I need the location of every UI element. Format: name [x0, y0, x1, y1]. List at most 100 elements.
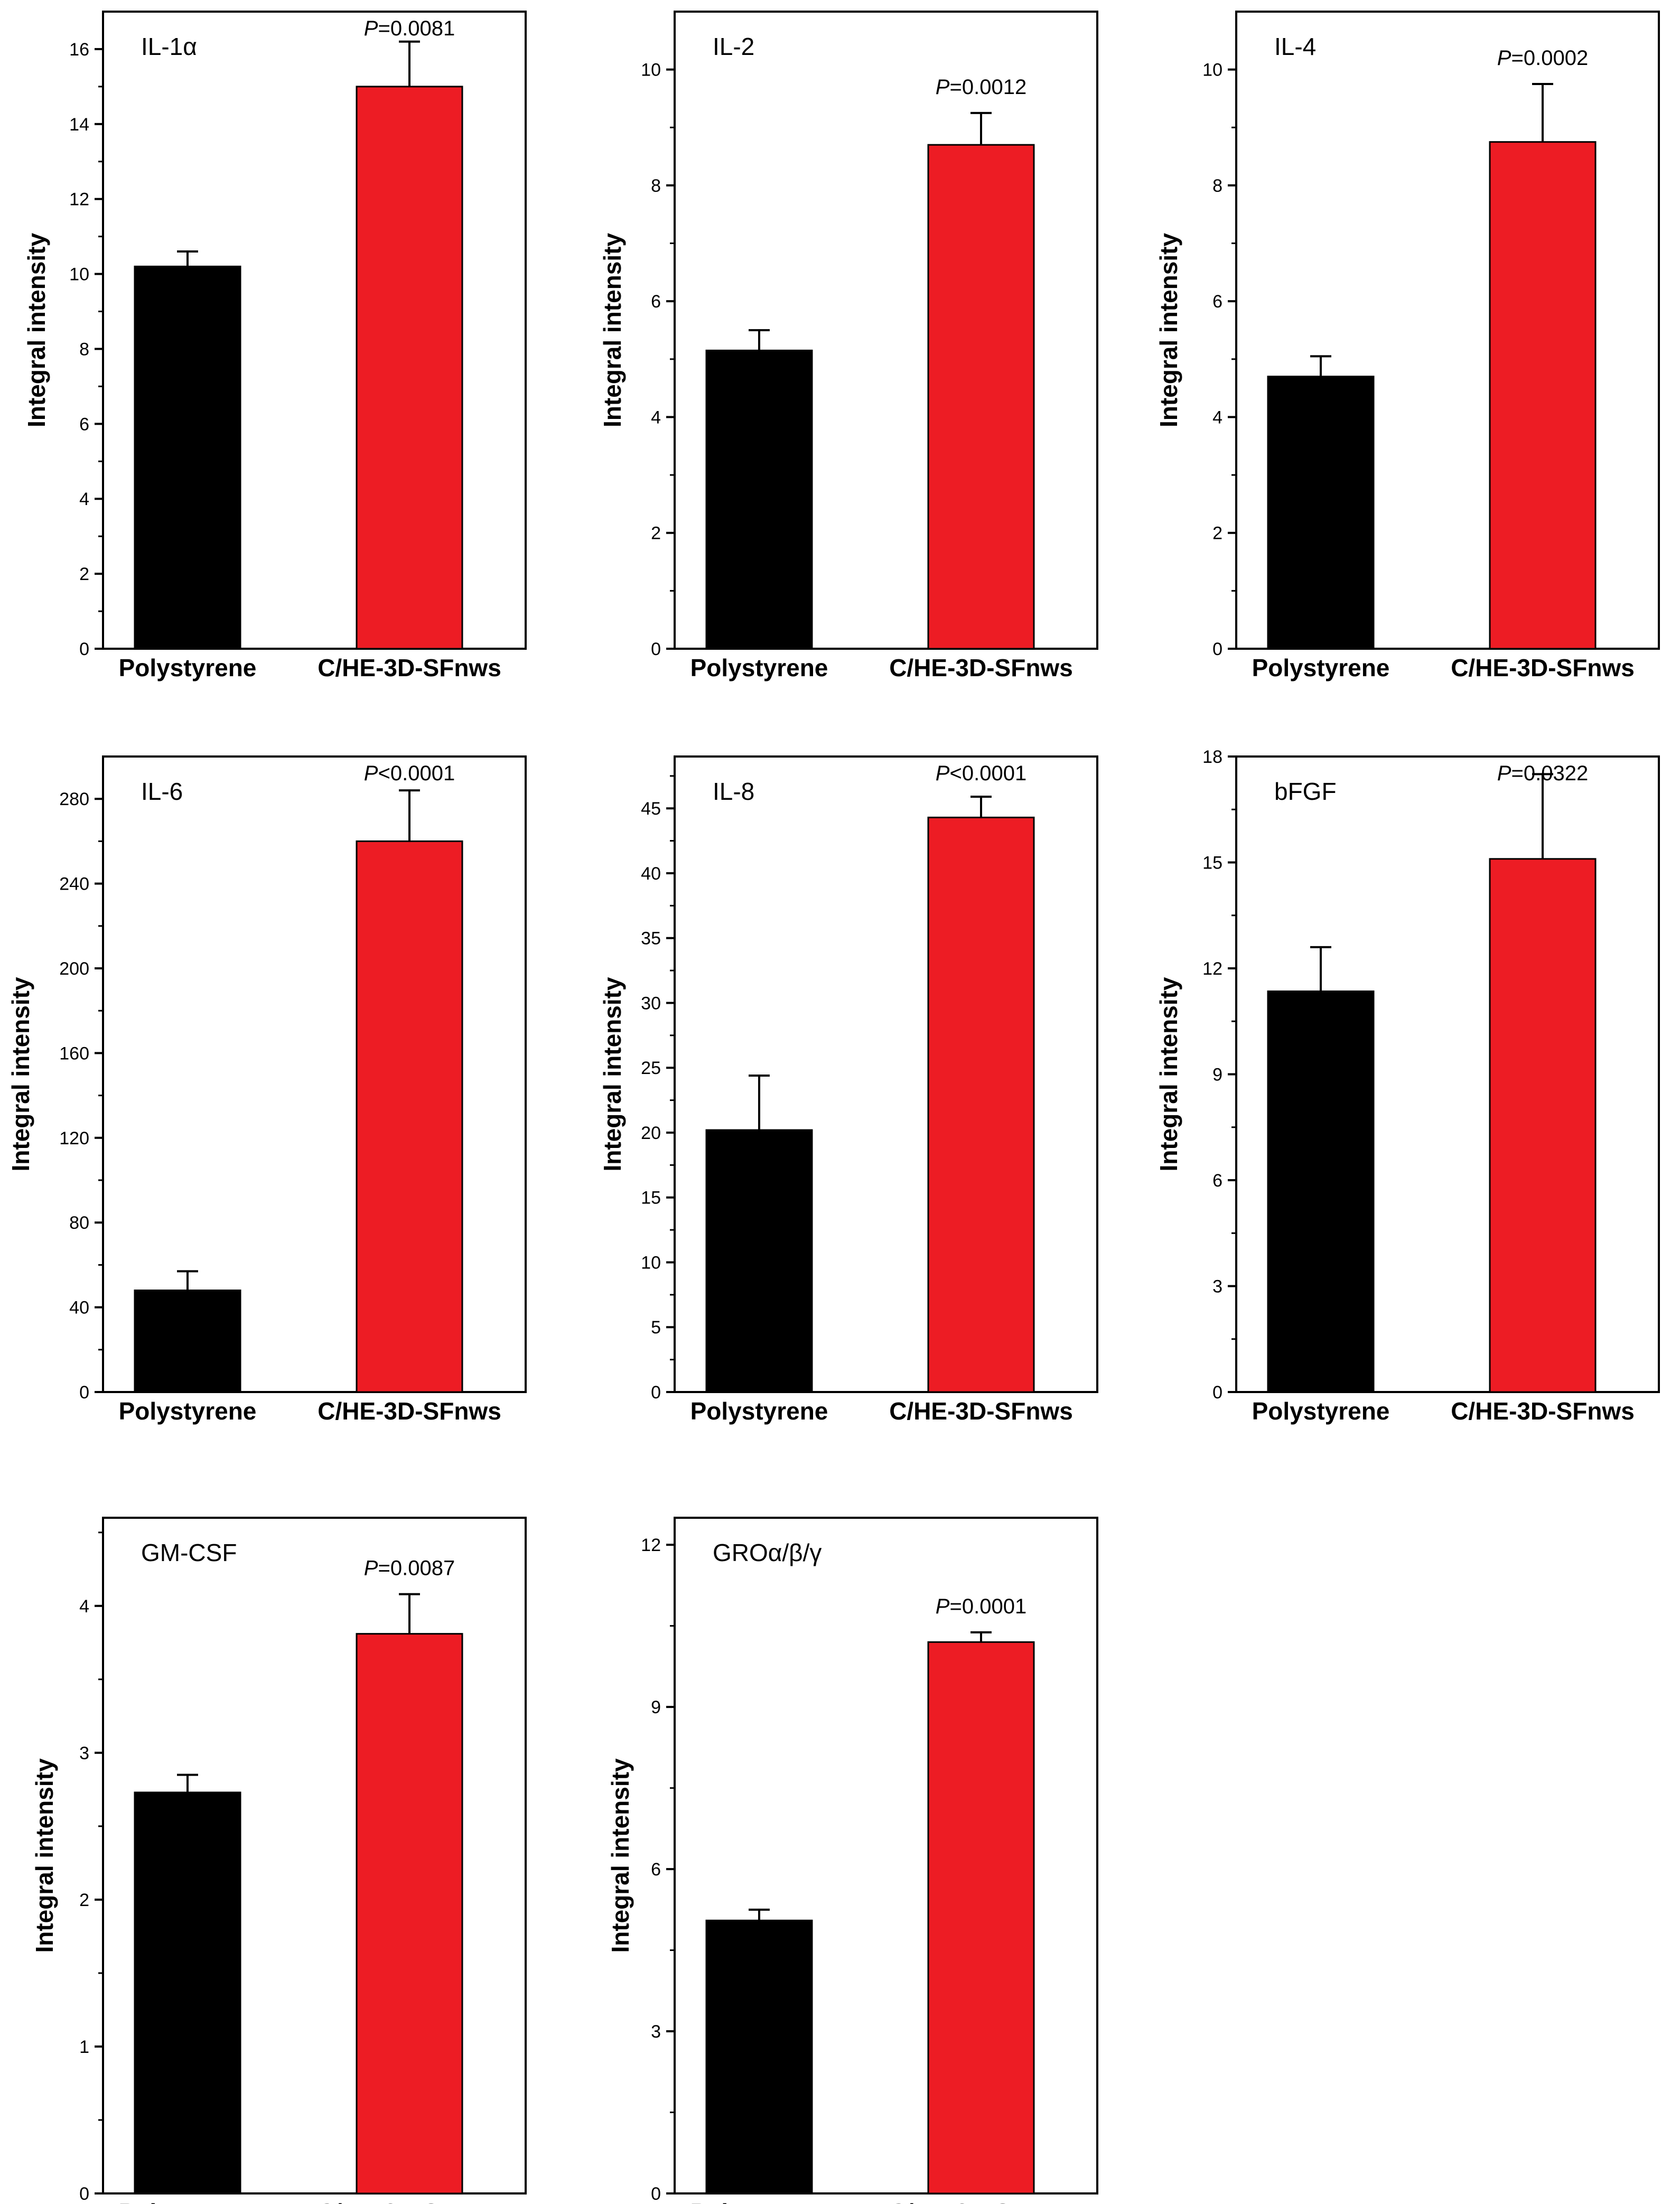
chart-panel-3: 0 2 4 6 8 10 Polystyrene C/HE-3D-SFnws IL-4 P=0.0…	[1155, 11, 1660, 681]
y-tick-label: 9	[1212, 1065, 1222, 1085]
y-tick-label: 45	[641, 799, 661, 819]
panel-title: bFGF	[1274, 778, 1337, 805]
y-tick-label: 40	[69, 1298, 89, 1318]
p-value-annotation: P=0.0087	[364, 1557, 455, 1580]
bar-polystyrene	[705, 1919, 813, 2194]
y-tick-label: 80	[69, 1213, 89, 1233]
plot-frame	[102, 1517, 527, 2194]
y-tick-label: 1	[79, 2037, 89, 2057]
y-tick-label: 4	[79, 1596, 89, 1617]
bar-scaffold	[927, 1641, 1035, 2194]
y-tick-label: 8	[79, 339, 89, 359]
chart-panel-6: 0 3 6 9 12 15 18 Polystyrene C/HE-3D-SFnws bFGF P=…	[1155, 747, 1660, 1425]
y-tick-label: 5	[651, 1318, 661, 1338]
x-category-label: Polystyrene	[690, 2199, 828, 2204]
y-tick-label: 0	[79, 1383, 89, 1403]
y-tick-label: 10	[1202, 60, 1222, 80]
x-category-label: Polystyrene	[119, 654, 257, 681]
y-axis-label: Integral intensity	[1155, 233, 1182, 427]
x-category-label: Polystyrene	[119, 2199, 257, 2204]
y-tick-label: 280	[59, 789, 89, 809]
y-axis-label: Integral intensity	[599, 977, 626, 1171]
y-axis-label: Integral intensity	[31, 1758, 58, 1953]
y-tick-label: 120	[59, 1128, 89, 1148]
x-category-label: C/HE-3D-SFnws	[318, 1397, 501, 1425]
y-tick-label: 6	[651, 292, 661, 312]
p-value-symbol: P	[936, 76, 950, 99]
p-value-text: =0.0081	[378, 17, 455, 40]
p-value-text: =0.0002	[1511, 46, 1588, 70]
p-value-text: =0.0012	[949, 76, 1026, 99]
y-tick-label: 14	[69, 115, 89, 135]
panel-title: IL-8	[713, 778, 754, 805]
y-tick-label: 25	[641, 1058, 661, 1078]
y-tick-label: 2	[79, 564, 89, 584]
y-tick-label: 3	[79, 1743, 89, 1763]
p-value-annotation: P<0.0001	[364, 762, 455, 785]
y-tick-label: 10	[69, 265, 89, 285]
p-value-text: <0.0001	[378, 762, 455, 785]
y-tick-label: 6	[1212, 292, 1222, 312]
p-value-annotation: P=0.0012	[936, 76, 1026, 99]
plot-frame	[102, 11, 527, 650]
p-value-text: =0.0322	[1511, 762, 1588, 785]
panel-title: IL-6	[141, 778, 183, 805]
y-tick-label: 20	[641, 1123, 661, 1143]
y-tick-label: 0	[79, 2184, 89, 2204]
y-tick-label: 18	[1202, 747, 1222, 767]
chart-panel-7: 0 1 2 3 4 Polystyrene C/HE-3D-SFnws GM-CSF P=0.0…	[31, 1517, 527, 2204]
p-value-symbol: P	[1497, 762, 1511, 785]
p-value-symbol: P	[936, 762, 950, 785]
chart-panel-4: 0 40 80 120 160 200 240 280 Polystyrene C/HE-3D-S…	[7, 755, 527, 1425]
p-value-symbol: P	[936, 1595, 950, 1618]
p-value-annotation: P=0.0081	[364, 17, 455, 40]
x-category-label: C/HE-3D-SFnws	[889, 654, 1073, 681]
x-category-label: C/HE-3D-SFnws	[318, 654, 501, 681]
p-value-annotation: P<0.0001	[936, 762, 1026, 785]
y-tick-label: 16	[69, 40, 89, 60]
y-tick-label: 10	[641, 60, 661, 80]
y-tick-label: 160	[59, 1043, 89, 1063]
panel-title: IL-2	[713, 33, 754, 60]
panel-title: GROα/β/γ	[713, 1539, 822, 1566]
y-tick-label: 2	[651, 524, 661, 544]
y-tick-label: 8	[1212, 176, 1222, 196]
bar-polystyrene	[705, 349, 813, 650]
y-tick-label: 12	[69, 190, 89, 210]
y-tick-label: 15	[1202, 853, 1222, 873]
x-category-label: Polystyrene	[1252, 654, 1390, 681]
y-axis-label: Integral intensity	[7, 977, 34, 1171]
y-tick-label: 200	[59, 959, 89, 979]
y-tick-label: 0	[651, 639, 661, 659]
bar-polystyrene	[1267, 376, 1375, 650]
y-tick-label: 0	[79, 639, 89, 659]
y-axis-label: Integral intensity	[23, 233, 50, 427]
y-tick-label: 40	[641, 864, 661, 884]
y-tick-label: 0	[1212, 1383, 1222, 1403]
plot-frame	[674, 11, 1098, 650]
y-tick-label: 35	[641, 929, 661, 949]
y-tick-label: 4	[1212, 407, 1222, 427]
chart-panel-2: 0 2 4 6 8 10 Polystyrene C/HE-3D-SFnws IL-2 P=0.0…	[599, 11, 1098, 681]
y-tick-label: 15	[641, 1188, 661, 1208]
x-category-label: Polystyrene	[1252, 1397, 1390, 1425]
y-tick-label: 30	[641, 993, 661, 1013]
bar-scaffold	[356, 1633, 463, 2194]
x-category-label: Polystyrene	[119, 1397, 257, 1425]
panel-title: GM-CSF	[141, 1539, 237, 1566]
p-value-text: =0.0001	[949, 1595, 1026, 1618]
bar-polystyrene	[1267, 990, 1375, 1393]
y-tick-label: 2	[79, 1890, 89, 1910]
bar-polystyrene	[134, 1791, 241, 2194]
y-axis-label: Integral intensity	[606, 1758, 634, 1953]
bar-scaffold	[927, 816, 1035, 1393]
y-tick-label: 6	[651, 1860, 661, 1880]
x-category-label: C/HE-3D-SFnws	[318, 2199, 501, 2204]
y-tick-label: 12	[1202, 959, 1222, 979]
y-tick-label: 0	[1212, 639, 1222, 659]
x-category-label: Polystyrene	[690, 654, 828, 681]
bar-polystyrene	[134, 1290, 241, 1393]
bar-scaffold	[927, 144, 1035, 650]
p-value-symbol: P	[1497, 46, 1511, 70]
bar-scaffold	[1489, 141, 1597, 650]
